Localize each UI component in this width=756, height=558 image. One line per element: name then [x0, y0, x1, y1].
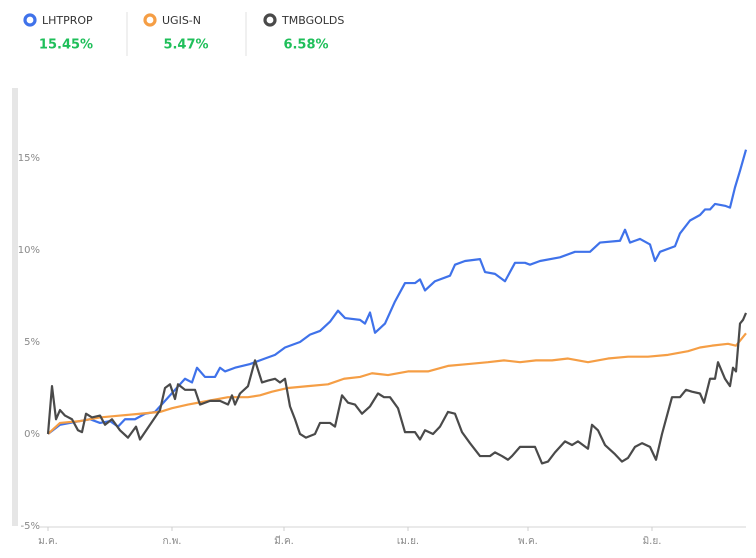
x-tick-label: เม.ย.: [397, 536, 419, 547]
legend-name: TMBGOLDS: [281, 14, 344, 27]
legend-change: 15.45%: [39, 38, 93, 53]
legend-name: LHTPROP: [42, 14, 93, 27]
x-tick-label: พ.ค.: [518, 536, 538, 547]
y-axis-band: [12, 88, 18, 526]
legend-name: UGIS-N: [162, 14, 201, 27]
legend-change: 5.47%: [163, 38, 208, 53]
series-line: [47, 149, 748, 435]
series-line: [47, 332, 747, 435]
y-tick-label: -5%: [21, 521, 40, 532]
x-tick-label: ม.ค.: [38, 536, 58, 547]
x-tick-label: มิ.ย.: [643, 536, 662, 547]
y-tick-label: 15%: [18, 153, 40, 164]
legend-change: 6.58%: [283, 38, 328, 53]
legend-icon: [23, 13, 37, 27]
x-tick-label: ก.พ.: [162, 536, 181, 547]
y-tick-label: 5%: [24, 337, 40, 348]
y-tick-label: 0%: [24, 429, 40, 440]
legend-icon: [263, 13, 277, 27]
x-tick-label: มี.ค.: [274, 535, 294, 547]
y-tick-label: 10%: [18, 245, 40, 256]
legend-icon: [143, 13, 157, 27]
series-line: [46, 312, 748, 465]
